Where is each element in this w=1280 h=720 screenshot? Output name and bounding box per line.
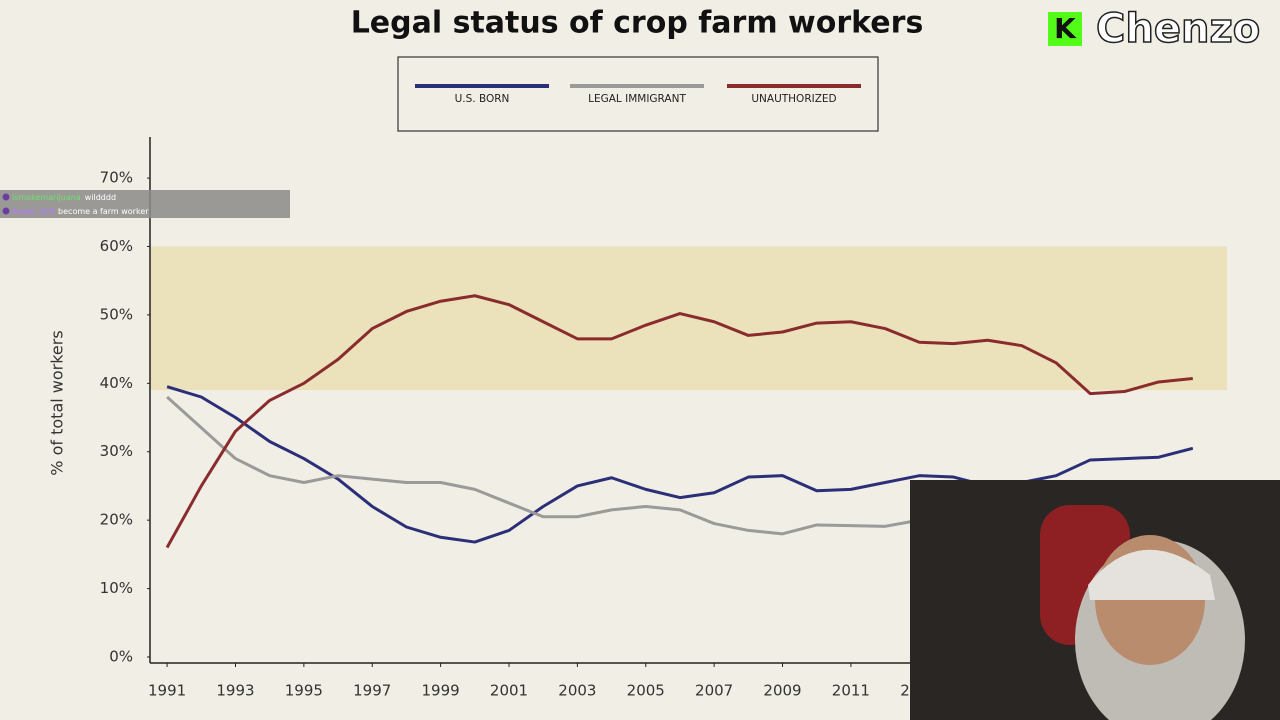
- chat-message: become a farm worker: [58, 207, 149, 216]
- y-tick-label: 0%: [109, 648, 133, 666]
- x-tick-label: 1991: [148, 682, 186, 700]
- x-tick-label: 2005: [627, 682, 665, 700]
- x-tick-label: 2009: [763, 682, 801, 700]
- legend-label: UNAUTHORIZED: [751, 93, 836, 105]
- y-tick-label: 40%: [100, 374, 133, 392]
- x-tick-label: 2001: [490, 682, 528, 700]
- legend-box: [397, 56, 879, 132]
- chat-badge: [2, 193, 10, 201]
- y-tick-label: 10%: [100, 579, 133, 597]
- legend-label: U.S. BORN: [455, 93, 510, 105]
- webcam-cap: [1088, 549, 1215, 600]
- overlay: K Chenzo ismokemarijuana wildddd Angel_318…: [0, 5, 1280, 720]
- x-tick-label: 2007: [695, 682, 733, 700]
- plot: 0% 10% 20% 30% 40% 50% 60% 70% 1991 1993 1995 1997 1…: [100, 84, 1227, 700]
- chat-line: Angel_318 become a farm worker: [12, 207, 149, 216]
- series-line: [165, 294, 1193, 549]
- logo-letter: K: [1054, 12, 1077, 45]
- logo-mark: [1048, 12, 1082, 46]
- x-tick-label: 1997: [353, 682, 391, 700]
- chat-box: [0, 190, 290, 218]
- series-line: [166, 395, 920, 536]
- y-tick-label: 70%: [100, 169, 133, 187]
- chat-user: ismokemarijuana: [12, 193, 81, 202]
- x-tick-label: 1999: [422, 682, 460, 700]
- channel-name: Chenzo: [1096, 6, 1260, 52]
- chat-message: wildddd: [85, 193, 116, 202]
- x-tick-label: 2011: [832, 682, 870, 700]
- y-tick-label: 30%: [100, 442, 133, 460]
- chat-user: Angel_318: [12, 207, 54, 216]
- y-axis-label: % of total workers: [48, 330, 67, 475]
- y-tick-label: 60%: [100, 237, 133, 255]
- x-tick-label: 2003: [558, 682, 596, 700]
- chat-badge: [2, 207, 10, 215]
- legend-label: LEGAL IMMIGRANT: [588, 93, 686, 105]
- y-tick-label: 20%: [100, 511, 133, 529]
- y-tick-label: 50%: [100, 305, 133, 323]
- chat-line: ismokemarijuana wildddd: [12, 193, 116, 202]
- x-tick-label: 1993: [216, 682, 254, 700]
- highlight-band: [150, 246, 1227, 391]
- chart-title: Legal status of crop farm workers: [351, 6, 924, 41]
- x-tick-label: 1995: [285, 682, 323, 700]
